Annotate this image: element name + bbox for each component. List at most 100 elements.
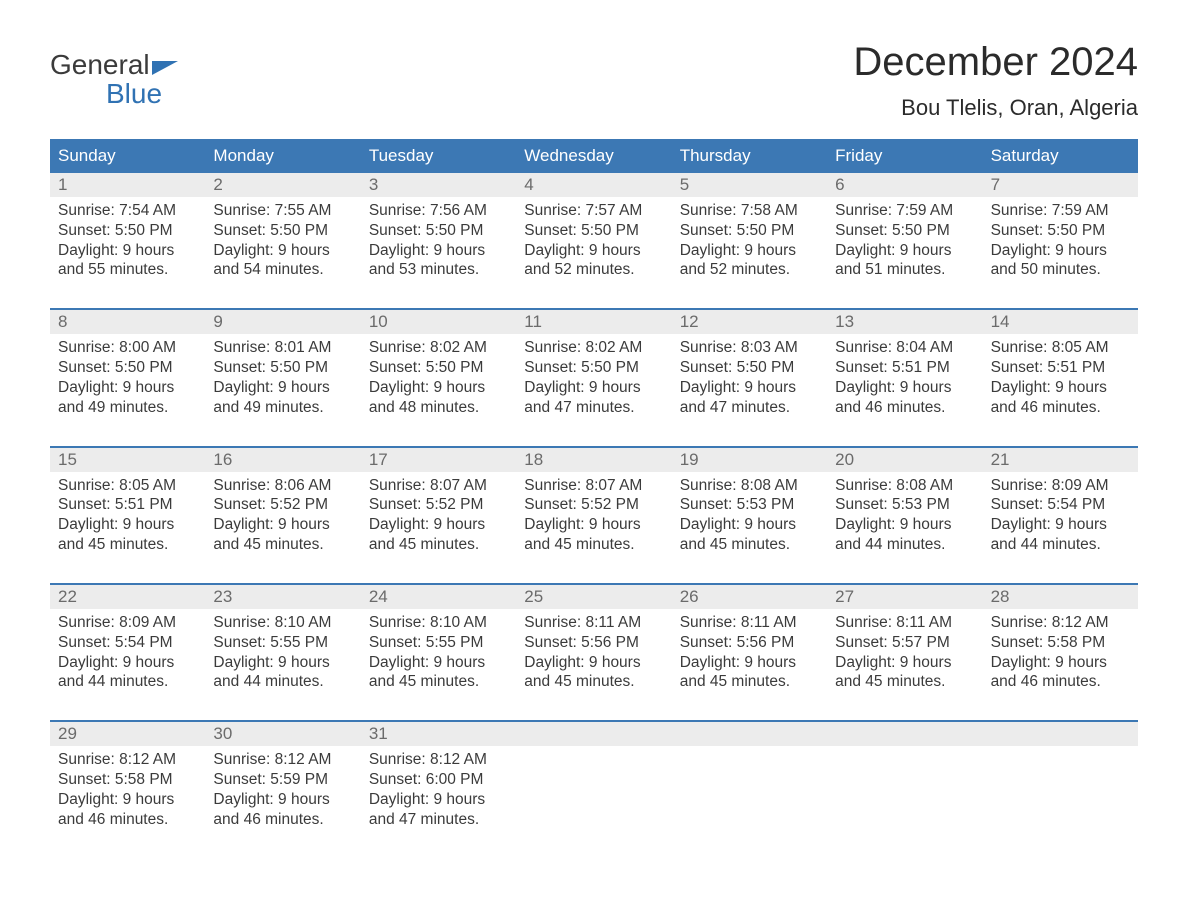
day-cell (827, 746, 982, 857)
title-block: December 2024 Bou Tlelis, Oran, Algeria (853, 40, 1138, 121)
sunrise-text: Sunrise: 8:12 AM (58, 750, 197, 770)
day-number: 6 (827, 173, 982, 197)
sunrise-text: Sunrise: 8:01 AM (213, 338, 352, 358)
sunset-text: Sunset: 5:50 PM (835, 221, 974, 241)
calendar-week: 15161718192021Sunrise: 8:05 AMSunset: 5:… (50, 446, 1138, 583)
daylight-text-line1: Daylight: 9 hours (524, 241, 663, 261)
day-number (672, 722, 827, 746)
daylight-text-line2: and 47 minutes. (680, 398, 819, 418)
day-cell: Sunrise: 8:04 AMSunset: 5:51 PMDaylight:… (827, 334, 982, 445)
day-cell (983, 746, 1138, 857)
day-number (516, 722, 671, 746)
logo-line1: General (50, 50, 178, 79)
sunset-text: Sunset: 5:56 PM (680, 633, 819, 653)
day-cell: Sunrise: 8:02 AMSunset: 5:50 PMDaylight:… (361, 334, 516, 445)
daylight-text-line1: Daylight: 9 hours (991, 378, 1130, 398)
day-number: 10 (361, 310, 516, 334)
day-cell: Sunrise: 7:56 AMSunset: 5:50 PMDaylight:… (361, 197, 516, 308)
day-number: 22 (50, 585, 205, 609)
weekday-thursday: Thursday (672, 139, 827, 173)
day-number: 24 (361, 585, 516, 609)
sunset-text: Sunset: 5:56 PM (524, 633, 663, 653)
header: General Blue December 2024 Bou Tlelis, O… (50, 40, 1138, 121)
sunset-text: Sunset: 5:50 PM (58, 221, 197, 241)
sunset-text: Sunset: 5:58 PM (991, 633, 1130, 653)
sunset-text: Sunset: 5:50 PM (680, 221, 819, 241)
daynum-row: 293031 (50, 722, 1138, 746)
daylight-text-line1: Daylight: 9 hours (58, 378, 197, 398)
sunset-text: Sunset: 6:00 PM (369, 770, 508, 790)
sunset-text: Sunset: 5:53 PM (835, 495, 974, 515)
daylight-text-line2: and 52 minutes. (524, 260, 663, 280)
day-number (827, 722, 982, 746)
day-cell: Sunrise: 8:01 AMSunset: 5:50 PMDaylight:… (205, 334, 360, 445)
daylight-text-line1: Daylight: 9 hours (213, 378, 352, 398)
sunset-text: Sunset: 5:51 PM (58, 495, 197, 515)
day-cell: Sunrise: 8:12 AMSunset: 5:58 PMDaylight:… (983, 609, 1138, 720)
sunrise-text: Sunrise: 8:09 AM (991, 476, 1130, 496)
sunset-text: Sunset: 5:59 PM (213, 770, 352, 790)
day-number: 26 (672, 585, 827, 609)
day-number: 19 (672, 448, 827, 472)
sunrise-text: Sunrise: 7:55 AM (213, 201, 352, 221)
day-number: 28 (983, 585, 1138, 609)
daynum-row: 1234567 (50, 173, 1138, 197)
weekday-header-row: Sunday Monday Tuesday Wednesday Thursday… (50, 139, 1138, 173)
day-cell: Sunrise: 8:11 AMSunset: 5:56 PMDaylight:… (516, 609, 671, 720)
daylight-text-line2: and 44 minutes. (835, 535, 974, 555)
sunset-text: Sunset: 5:50 PM (991, 221, 1130, 241)
daylight-text-line2: and 46 minutes. (58, 810, 197, 830)
sunset-text: Sunset: 5:50 PM (58, 358, 197, 378)
sunrise-text: Sunrise: 8:06 AM (213, 476, 352, 496)
sunset-text: Sunset: 5:50 PM (369, 221, 508, 241)
day-cell: Sunrise: 8:02 AMSunset: 5:50 PMDaylight:… (516, 334, 671, 445)
day-number: 25 (516, 585, 671, 609)
day-number: 30 (205, 722, 360, 746)
sunrise-text: Sunrise: 8:09 AM (58, 613, 197, 633)
day-number: 14 (983, 310, 1138, 334)
sunrise-text: Sunrise: 7:56 AM (369, 201, 508, 221)
location: Bou Tlelis, Oran, Algeria (853, 95, 1138, 121)
day-cell: Sunrise: 7:55 AMSunset: 5:50 PMDaylight:… (205, 197, 360, 308)
calendar-week: 293031Sunrise: 8:12 AMSunset: 5:58 PMDay… (50, 720, 1138, 857)
daynum-row: 22232425262728 (50, 585, 1138, 609)
daylight-text-line1: Daylight: 9 hours (680, 378, 819, 398)
sunrise-text: Sunrise: 7:59 AM (835, 201, 974, 221)
daylight-text-line1: Daylight: 9 hours (680, 653, 819, 673)
sunrise-text: Sunrise: 8:10 AM (369, 613, 508, 633)
weekday-saturday: Saturday (983, 139, 1138, 173)
day-cell: Sunrise: 8:11 AMSunset: 5:57 PMDaylight:… (827, 609, 982, 720)
day-cell: Sunrise: 7:59 AMSunset: 5:50 PMDaylight:… (827, 197, 982, 308)
sunrise-text: Sunrise: 8:08 AM (835, 476, 974, 496)
day-number: 27 (827, 585, 982, 609)
daylight-text-line2: and 45 minutes. (680, 535, 819, 555)
daylight-text-line1: Daylight: 9 hours (835, 378, 974, 398)
daylight-text-line1: Daylight: 9 hours (213, 653, 352, 673)
daylight-text-line1: Daylight: 9 hours (835, 515, 974, 535)
weeks-container: 1234567Sunrise: 7:54 AMSunset: 5:50 PMDa… (50, 173, 1138, 858)
day-cell (516, 746, 671, 857)
daylight-text-line2: and 45 minutes. (369, 672, 508, 692)
sunset-text: Sunset: 5:52 PM (213, 495, 352, 515)
day-number: 8 (50, 310, 205, 334)
sunset-text: Sunset: 5:50 PM (213, 221, 352, 241)
day-cell: Sunrise: 8:06 AMSunset: 5:52 PMDaylight:… (205, 472, 360, 583)
daylight-text-line1: Daylight: 9 hours (369, 241, 508, 261)
daylight-text-line1: Daylight: 9 hours (991, 241, 1130, 261)
day-number: 12 (672, 310, 827, 334)
sunrise-text: Sunrise: 7:54 AM (58, 201, 197, 221)
daynum-row: 891011121314 (50, 310, 1138, 334)
daylight-text-line2: and 53 minutes. (369, 260, 508, 280)
daylight-text-line1: Daylight: 9 hours (58, 790, 197, 810)
daylight-text-line2: and 55 minutes. (58, 260, 197, 280)
sunset-text: Sunset: 5:52 PM (369, 495, 508, 515)
sunset-text: Sunset: 5:51 PM (991, 358, 1130, 378)
daylight-text-line1: Daylight: 9 hours (58, 241, 197, 261)
sunrise-text: Sunrise: 8:11 AM (680, 613, 819, 633)
daylight-text-line1: Daylight: 9 hours (991, 653, 1130, 673)
daylight-text-line2: and 46 minutes. (213, 810, 352, 830)
daylight-text-line1: Daylight: 9 hours (524, 653, 663, 673)
day-number: 21 (983, 448, 1138, 472)
sunrise-text: Sunrise: 8:03 AM (680, 338, 819, 358)
sunset-text: Sunset: 5:50 PM (524, 221, 663, 241)
